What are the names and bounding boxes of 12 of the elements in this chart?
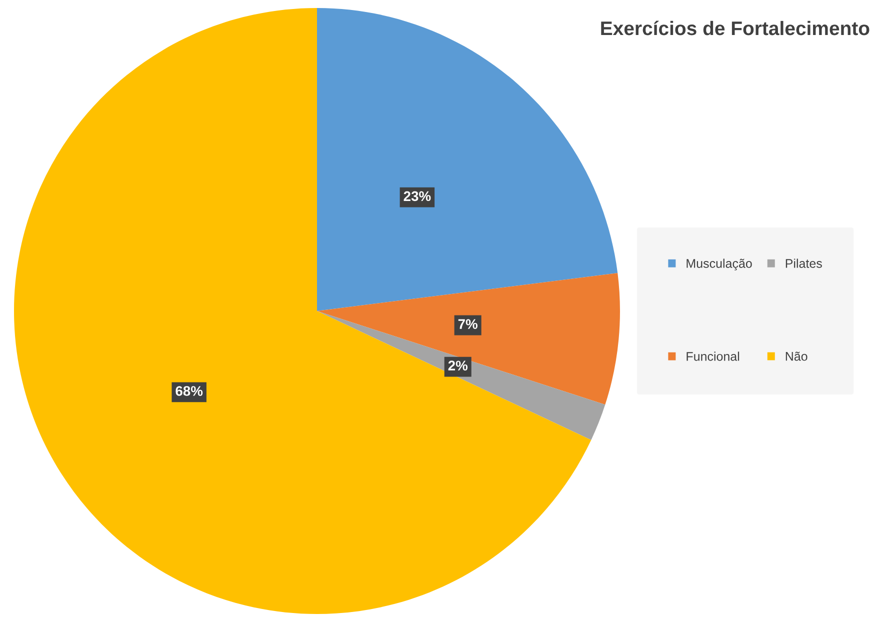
data-label: 23% bbox=[404, 191, 431, 202]
pie-slice bbox=[317, 273, 620, 405]
legend-label: Pilates bbox=[786, 258, 822, 268]
legend-label: Não bbox=[786, 352, 808, 361]
data-label: 68% bbox=[176, 386, 203, 396]
pie-slice bbox=[14, 8, 592, 614]
pie-slice bbox=[317, 311, 606, 440]
data-label: 2% bbox=[448, 360, 468, 370]
text: Exercícios de Fortalecimento bbox=[601, 20, 870, 36]
legend-label: Musculação bbox=[686, 258, 752, 270]
data-label: 7% bbox=[458, 319, 478, 329]
legend-label: Funcional bbox=[686, 352, 740, 361]
